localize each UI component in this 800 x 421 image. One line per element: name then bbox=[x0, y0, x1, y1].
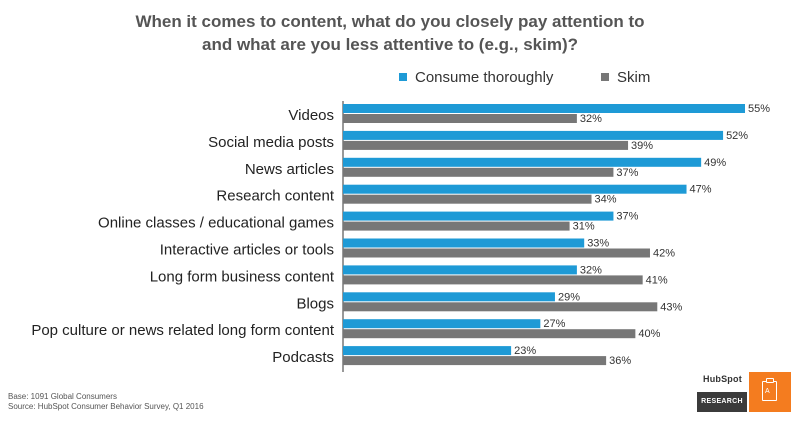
bar-skim bbox=[343, 356, 607, 366]
value-label-consume: 23% bbox=[514, 345, 536, 357]
clipboard-icon: A bbox=[749, 372, 791, 412]
footer-source: Source: HubSpot Consumer Behavior Survey… bbox=[8, 402, 204, 411]
category-label: Online classes / educational games bbox=[98, 215, 334, 232]
chart-title-line-1: When it comes to content, what do you cl… bbox=[135, 12, 644, 31]
category-label: Podcasts bbox=[272, 349, 334, 366]
bar-consume-thoroughly bbox=[343, 292, 555, 302]
logo-research-label: RESEARCH bbox=[697, 392, 747, 412]
logo-brand: HubSpot bbox=[703, 374, 742, 384]
footer-base: Base: 1091 Global Consumers bbox=[8, 392, 117, 401]
category-label: News articles bbox=[245, 161, 334, 178]
value-label-skim: 31% bbox=[573, 221, 595, 233]
legend-label-consume: Consume thoroughly bbox=[415, 69, 554, 86]
chart-title-line-2: and what are you less attentive to (e.g.… bbox=[202, 35, 578, 54]
value-label-consume: 37% bbox=[616, 211, 638, 223]
value-label-consume: 55% bbox=[748, 103, 770, 115]
value-label-skim: 36% bbox=[609, 355, 631, 367]
legend-label-skim: Skim bbox=[617, 69, 650, 86]
value-label-skim: 43% bbox=[660, 301, 682, 313]
value-label-consume: 49% bbox=[704, 157, 726, 169]
bar-consume-thoroughly bbox=[343, 265, 577, 275]
legend: Consume thoroughly Skim bbox=[399, 69, 650, 86]
bar-skim bbox=[343, 194, 592, 204]
value-label-skim: 40% bbox=[638, 328, 660, 340]
bar-consume-thoroughly bbox=[343, 184, 687, 194]
category-label: Interactive articles or tools bbox=[160, 242, 334, 259]
value-label-skim: 34% bbox=[595, 194, 617, 206]
bar-consume-thoroughly bbox=[343, 238, 585, 248]
hubspot-research-logo: HubSpot RESEARCH A bbox=[697, 370, 793, 415]
value-label-consume: 33% bbox=[587, 238, 609, 250]
value-label-consume: 52% bbox=[726, 130, 748, 142]
value-label-consume: 47% bbox=[690, 184, 712, 196]
value-label-consume: 27% bbox=[543, 318, 565, 330]
bar-consume-thoroughly bbox=[343, 211, 614, 221]
value-label-skim: 32% bbox=[580, 113, 602, 125]
value-label-consume: 32% bbox=[580, 264, 602, 276]
category-label: Long form business content bbox=[150, 268, 335, 285]
bar-consume-thoroughly bbox=[343, 104, 745, 113]
bar-skim bbox=[343, 275, 643, 285]
bar-consume-thoroughly bbox=[343, 130, 724, 140]
legend-swatch-skim bbox=[601, 73, 609, 81]
bar-skim bbox=[343, 329, 636, 339]
category-label: Videos bbox=[288, 107, 334, 124]
category-label: Blogs bbox=[296, 295, 334, 312]
value-label-skim: 41% bbox=[646, 274, 668, 286]
category-label: Social media posts bbox=[208, 134, 334, 151]
bars-group: Videos 55% 32% Social media posts 52% 39% News… bbox=[31, 103, 770, 367]
value-label-skim: 39% bbox=[631, 140, 653, 152]
legend-swatch-consume bbox=[399, 73, 407, 81]
value-label-consume: 29% bbox=[558, 291, 580, 303]
bar-skim bbox=[343, 167, 614, 177]
bar-consume-thoroughly bbox=[343, 157, 702, 167]
bar-skim bbox=[343, 140, 629, 150]
category-label: Research content bbox=[216, 188, 334, 205]
category-label: Pop culture or news related long form co… bbox=[31, 322, 334, 339]
value-label-skim: 42% bbox=[653, 248, 675, 260]
bar-skim bbox=[343, 221, 570, 231]
bar-consume-thoroughly bbox=[343, 346, 512, 356]
bar-skim bbox=[343, 302, 658, 312]
bar-consume-thoroughly bbox=[343, 319, 541, 329]
bar-skim bbox=[343, 114, 577, 123]
bar-skim bbox=[343, 248, 650, 258]
value-label-skim: 37% bbox=[616, 167, 638, 179]
